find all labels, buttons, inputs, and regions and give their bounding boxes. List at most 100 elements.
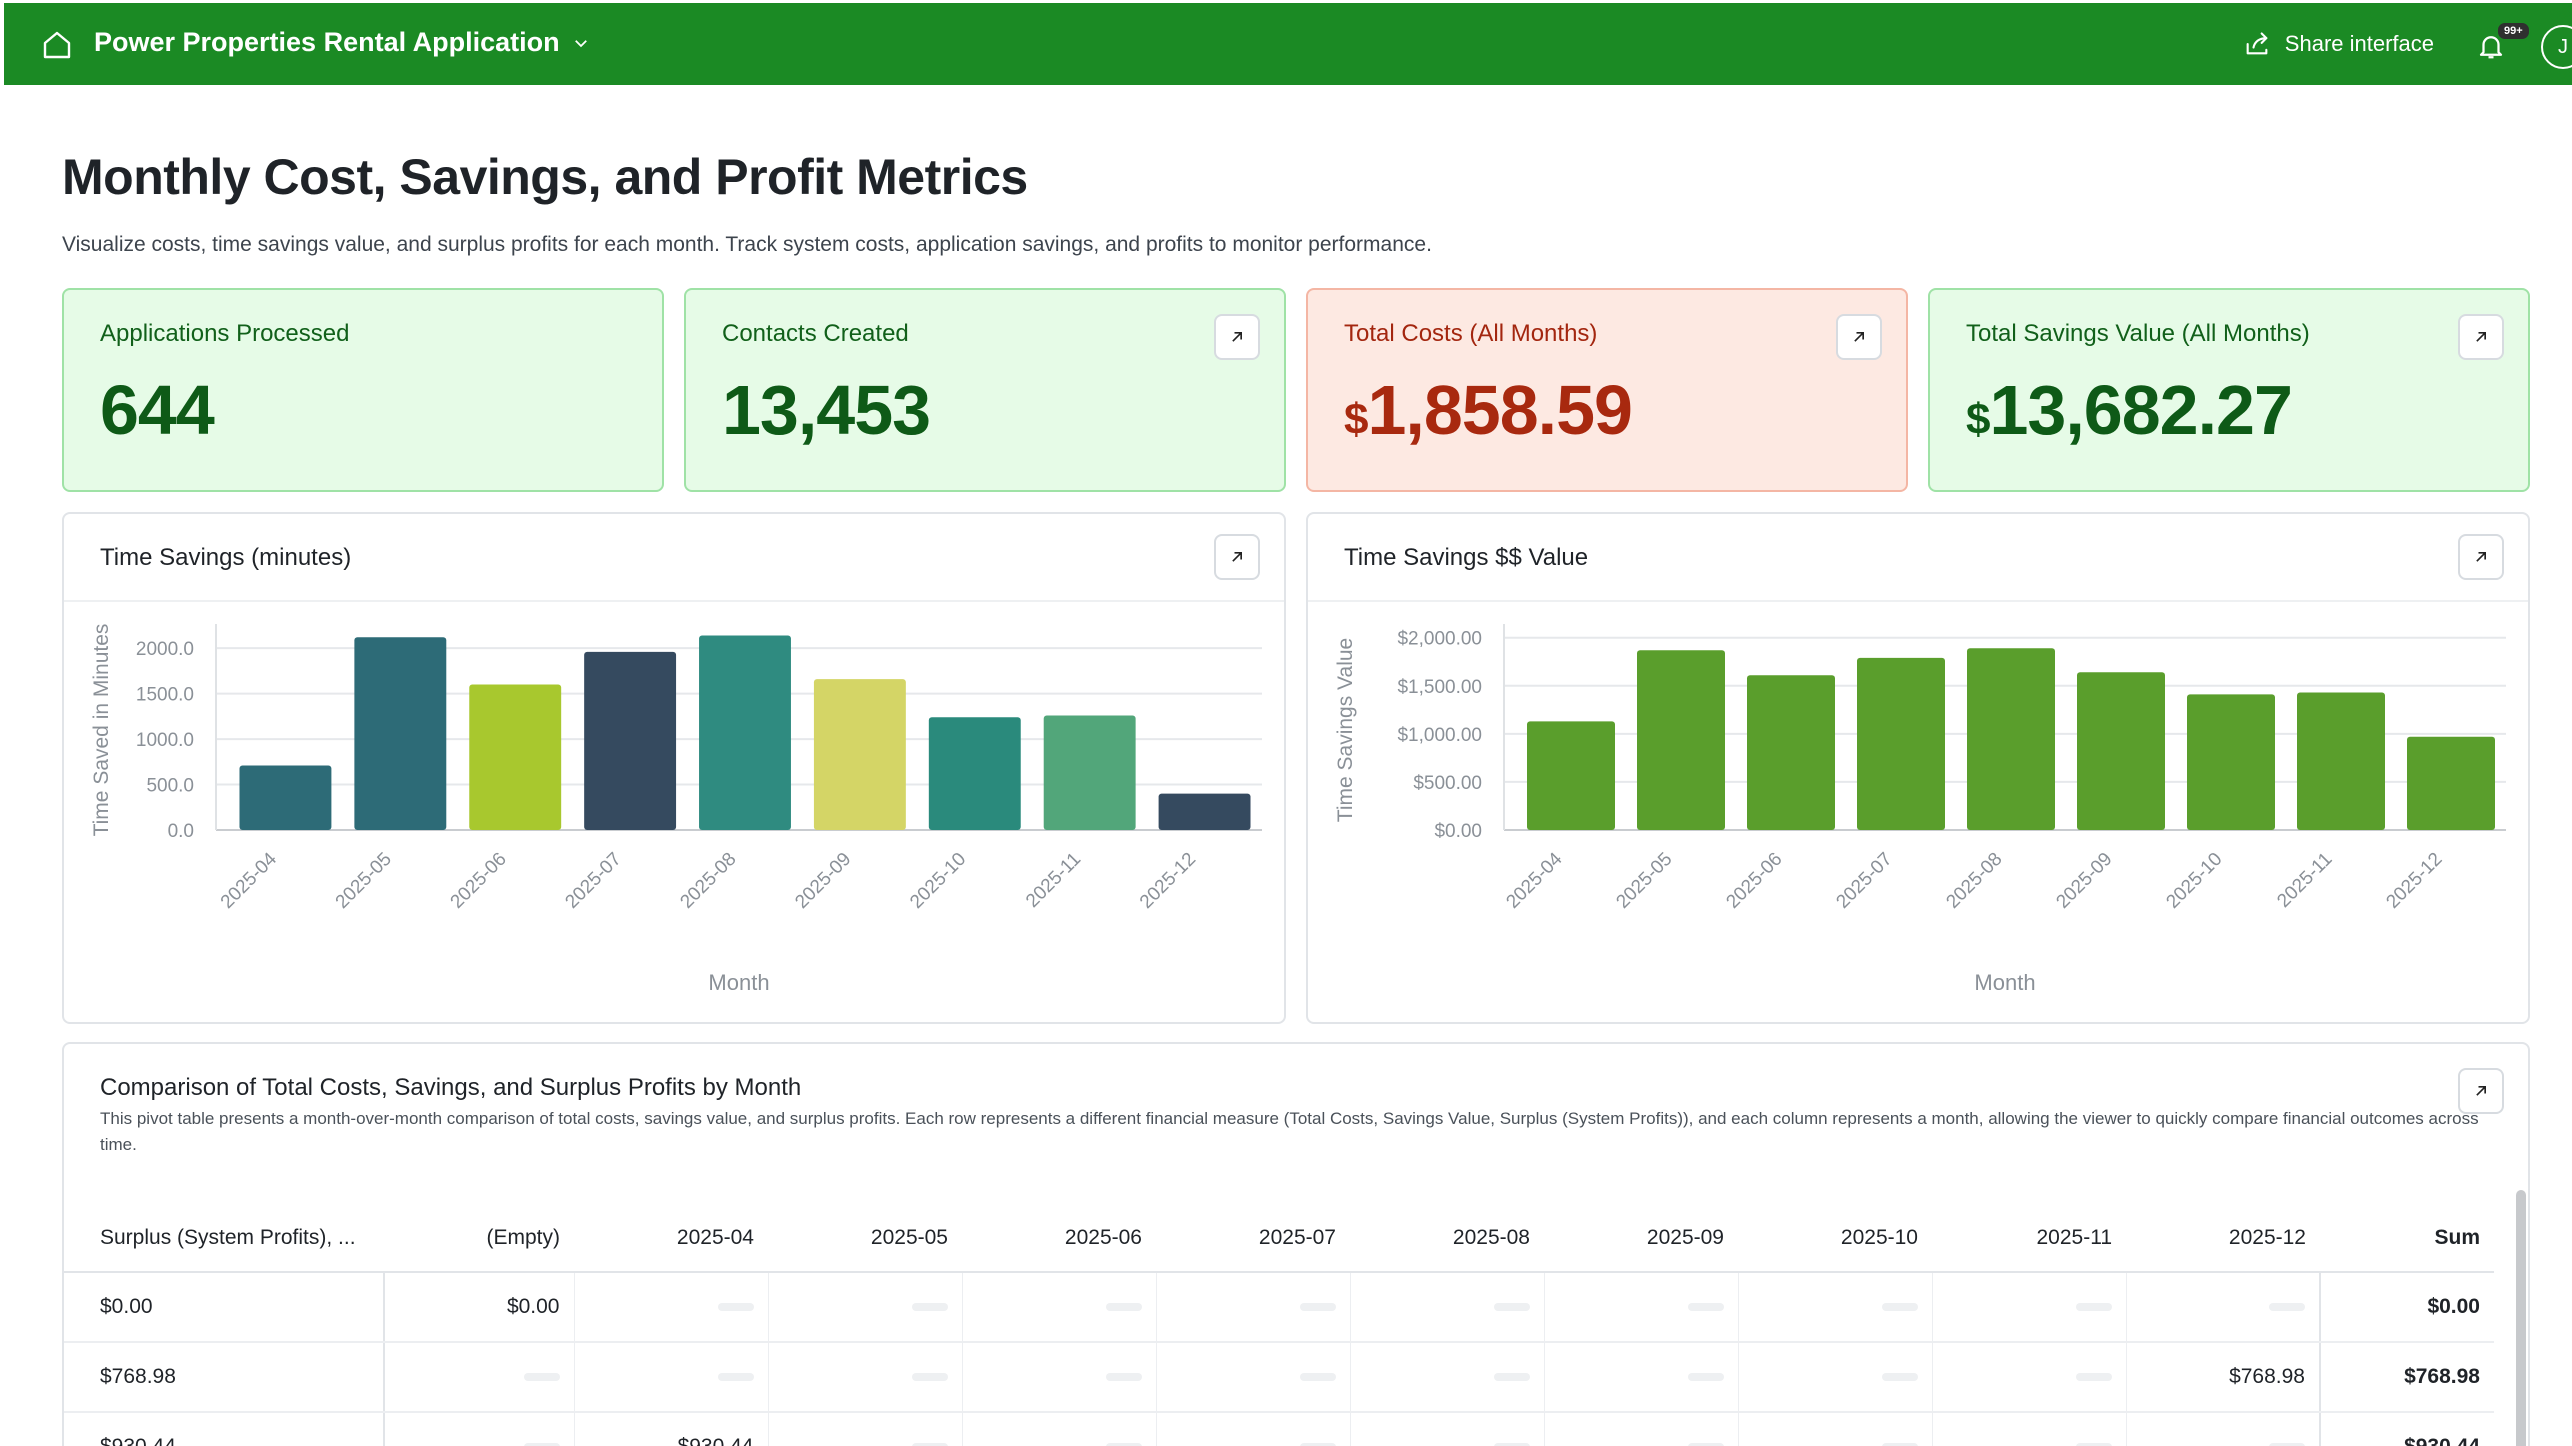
table-cell-sum: $0.00 xyxy=(2319,1272,2494,1343)
table-header-cell[interactable]: 2025-08 xyxy=(1350,1204,1544,1273)
table-header-measure[interactable]: Surplus (System Profits), ... xyxy=(64,1204,384,1273)
empty-cell-placeholder xyxy=(911,1443,948,1446)
bar-2025-05[interactable] xyxy=(1637,650,1725,830)
table-cell xyxy=(962,1342,1157,1413)
table-header-cell[interactable]: 2025-10 xyxy=(1738,1204,1932,1273)
bar-2025-10[interactable] xyxy=(928,717,1021,830)
table-header-cell[interactable]: 2025-11 xyxy=(1932,1204,2126,1273)
table-cell xyxy=(1156,1342,1351,1413)
expand-button[interactable] xyxy=(1214,314,1260,360)
empty-cell-placeholder xyxy=(1105,1303,1142,1312)
bar-2025-08[interactable] xyxy=(1967,648,2055,830)
x-tick-label: 2025-04 xyxy=(217,848,281,912)
y-axis-title: Time Saved in Minutes xyxy=(90,624,113,837)
empty-cell-placeholder xyxy=(911,1303,948,1312)
metric-card-contacts: Contacts Created 13,453 xyxy=(684,288,1286,492)
share-label: Share interface xyxy=(2284,31,2434,56)
avatar[interactable]: J xyxy=(2541,25,2572,69)
x-tick-label: 2025-11 xyxy=(1022,849,1085,912)
empty-cell-placeholder xyxy=(717,1303,754,1312)
expand-button[interactable] xyxy=(2458,314,2504,360)
table-cell xyxy=(1738,1342,1933,1413)
metric-value: 13,453 xyxy=(722,371,931,449)
table-header-cell[interactable]: 2025-07 xyxy=(1156,1204,1350,1273)
expand-button[interactable] xyxy=(2458,534,2504,580)
metric-label: Total Costs (All Months) xyxy=(1344,320,1598,347)
home-icon[interactable] xyxy=(40,29,74,61)
expand-button[interactable] xyxy=(1214,534,1260,580)
panel-pivot-table: Comparison of Total Costs, Savings, and … xyxy=(62,1042,2530,1446)
arrow-up-right-icon xyxy=(2476,552,2486,562)
table-cell xyxy=(1544,1272,1739,1343)
expand-button[interactable] xyxy=(2458,1068,2504,1114)
share-icon xyxy=(2246,32,2268,55)
share-interface-button[interactable]: Share interface xyxy=(2243,30,2434,58)
bar-2025-12[interactable] xyxy=(1158,793,1251,830)
table-cell xyxy=(962,1272,1157,1343)
bar-2025-07[interactable] xyxy=(584,651,677,830)
bar-2025-11[interactable] xyxy=(1043,715,1136,830)
bar-2025-04[interactable] xyxy=(1527,721,1615,830)
empty-cell-placeholder xyxy=(1493,1373,1530,1382)
x-axis-title: Month xyxy=(1974,970,2035,995)
notification-badge: 99+ xyxy=(2496,21,2531,41)
table-header-cell[interactable]: 2025-06 xyxy=(962,1204,1156,1273)
y-tick-label: 500.0 xyxy=(146,776,194,797)
x-tick-label: 2025-06 xyxy=(1722,849,1786,913)
metric-label: Total Savings Value (All Months) xyxy=(1966,320,2310,347)
table-header-sum[interactable]: Sum xyxy=(2320,1204,2494,1273)
table-cell: $930.44 xyxy=(574,1412,769,1446)
panel-header: Time Savings $$ Value xyxy=(1308,514,2528,602)
expand-button[interactable] xyxy=(1836,314,1882,360)
table-header-cell[interactable]: 2025-12 xyxy=(2126,1204,2320,1273)
table-header-cell[interactable]: (Empty) xyxy=(384,1204,574,1273)
y-tick-label: 0.0 xyxy=(168,821,194,842)
x-tick-label: 2025-10 xyxy=(906,849,970,913)
table-header-cell[interactable]: 2025-05 xyxy=(768,1204,962,1273)
bar-2025-08[interactable] xyxy=(699,635,791,830)
app-title-menu[interactable]: Power Properties Rental Application xyxy=(94,27,590,58)
arrow-up-right-icon xyxy=(2476,332,2486,342)
bar-2025-09[interactable] xyxy=(813,679,906,830)
table-title: Comparison of Total Costs, Savings, and … xyxy=(100,1074,802,1101)
bar-2025-06[interactable] xyxy=(469,684,562,830)
table-cell xyxy=(1544,1342,1739,1413)
table-header-cell[interactable]: 2025-04 xyxy=(574,1204,768,1273)
x-tick-label: 2025-12 xyxy=(2382,849,2446,913)
x-tick-label: 2025-06 xyxy=(447,849,511,913)
x-tick-label: 2025-08 xyxy=(1942,849,2006,913)
empty-cell-placeholder xyxy=(1687,1373,1724,1382)
table-cell xyxy=(2126,1412,2321,1446)
table-cell xyxy=(2126,1272,2321,1343)
arrow-up-right-icon xyxy=(1232,552,1242,562)
table-scrollbar[interactable] xyxy=(2516,1190,2526,1446)
bar-2025-12[interactable] xyxy=(2407,736,2495,830)
y-tick-label: $0.00 xyxy=(1434,821,1482,842)
bar-2025-09[interactable] xyxy=(2077,672,2165,830)
table-header-cell[interactable]: 2025-09 xyxy=(1544,1204,1738,1273)
table-cell xyxy=(1156,1272,1351,1343)
empty-cell-placeholder xyxy=(1687,1443,1724,1446)
bar-2025-06[interactable] xyxy=(1747,675,1835,830)
panel-title: Time Savings $$ Value xyxy=(1344,544,1589,571)
y-tick-label: $2,000.00 xyxy=(1397,629,1482,650)
bell-icon[interactable] xyxy=(2476,29,2506,63)
bar-2025-04[interactable] xyxy=(239,765,332,830)
empty-cell-placeholder xyxy=(1881,1373,1918,1382)
y-tick-label: 1500.0 xyxy=(136,685,194,706)
bar-2025-07[interactable] xyxy=(1857,657,1945,830)
panel-title: Time Savings (minutes) xyxy=(100,544,352,571)
x-tick-label: 2025-05 xyxy=(1612,849,1676,913)
table-cell xyxy=(768,1272,963,1343)
table-row-label: $930.44 xyxy=(64,1412,385,1446)
metric-value: $1,858.59 xyxy=(1344,371,1633,449)
bar-2025-10[interactable] xyxy=(2187,694,2275,830)
page-title: Monthly Cost, Savings, and Profit Metric… xyxy=(62,149,1028,205)
table-cell: $768.98 xyxy=(2126,1342,2321,1413)
x-tick-label: 2025-12 xyxy=(1136,849,1200,913)
metric-label: Contacts Created xyxy=(722,320,909,347)
bar-2025-05[interactable] xyxy=(354,637,447,830)
metric-card-applications: Applications Processed 644 xyxy=(62,288,664,492)
bar-2025-11[interactable] xyxy=(2297,692,2385,831)
y-tick-label: $1,500.00 xyxy=(1397,677,1482,698)
